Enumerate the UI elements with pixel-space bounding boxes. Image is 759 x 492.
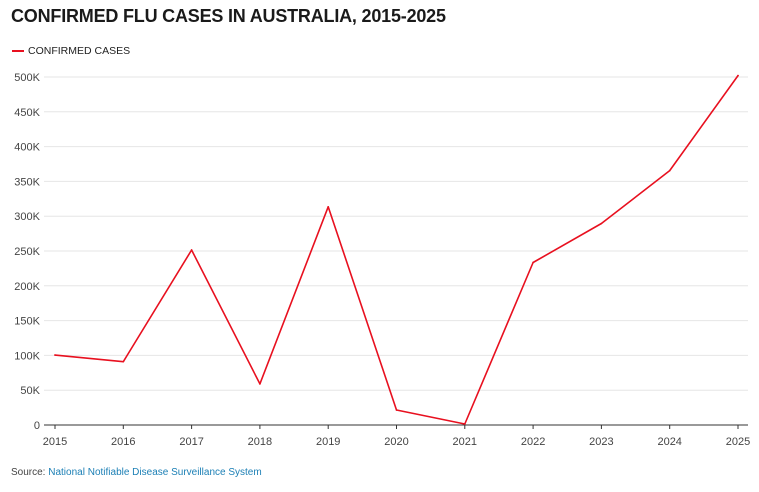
y-tick-label: 0 <box>34 420 40 432</box>
y-tick-label: 100K <box>14 350 40 362</box>
data-point <box>259 383 261 385</box>
data-point <box>668 169 671 172</box>
data-point <box>54 354 56 356</box>
y-tick-label: 400K <box>14 142 40 154</box>
y-tick-label: 150K <box>14 316 40 328</box>
source-note: Source: National Notifiable Disease Surv… <box>11 467 262 478</box>
x-tick-label: 2016 <box>111 436 135 448</box>
grid-lines <box>44 76 748 391</box>
chart-title: CONFIRMED FLU CASES IN AUSTRALIA, 2015-2… <box>11 6 446 26</box>
x-tick-label: 2024 <box>657 436 681 448</box>
data-point <box>464 423 466 425</box>
series-layer <box>54 74 739 425</box>
data-point <box>327 206 330 208</box>
data-point <box>532 261 534 264</box>
y-tick-label: 250K <box>14 246 40 258</box>
x-tick-label: 2021 <box>453 436 477 448</box>
y-tick-label: 50K <box>20 385 40 397</box>
legend-swatch <box>12 50 24 52</box>
legend-label: CONFIRMED CASES <box>28 45 131 57</box>
axes: 0 50K 100K 150K 200K 250K 300K 350K 400K 450K 500K… <box>14 72 750 448</box>
data-point <box>600 222 603 225</box>
source-link[interactable]: National Notifiable Disease Surveillance… <box>48 467 262 478</box>
y-tick-label: 500K <box>14 72 40 84</box>
y-tick-label: 300K <box>14 211 40 223</box>
y-tick-label: 200K <box>14 281 40 293</box>
x-tick-label: 2020 <box>384 436 408 448</box>
x-tick-label: 2025 <box>726 436 750 448</box>
legend: CONFIRMED CASES <box>12 45 130 57</box>
data-point <box>122 360 125 363</box>
source-prefix: Source: <box>11 467 49 478</box>
data-point <box>395 409 398 411</box>
y-tick-label: 350K <box>14 176 40 188</box>
y-tick-label: 450K <box>14 107 40 119</box>
x-tick-label: 2019 <box>316 436 340 448</box>
data-point <box>190 249 193 251</box>
data-point <box>737 74 739 77</box>
x-tick-label: 2015 <box>43 436 67 448</box>
x-tick-label: 2022 <box>521 436 545 448</box>
x-tick-label: 2017 <box>179 436 203 448</box>
x-tick-label: 2023 <box>589 436 613 448</box>
x-tick-label: 2018 <box>248 436 272 448</box>
series-line <box>54 74 739 425</box>
